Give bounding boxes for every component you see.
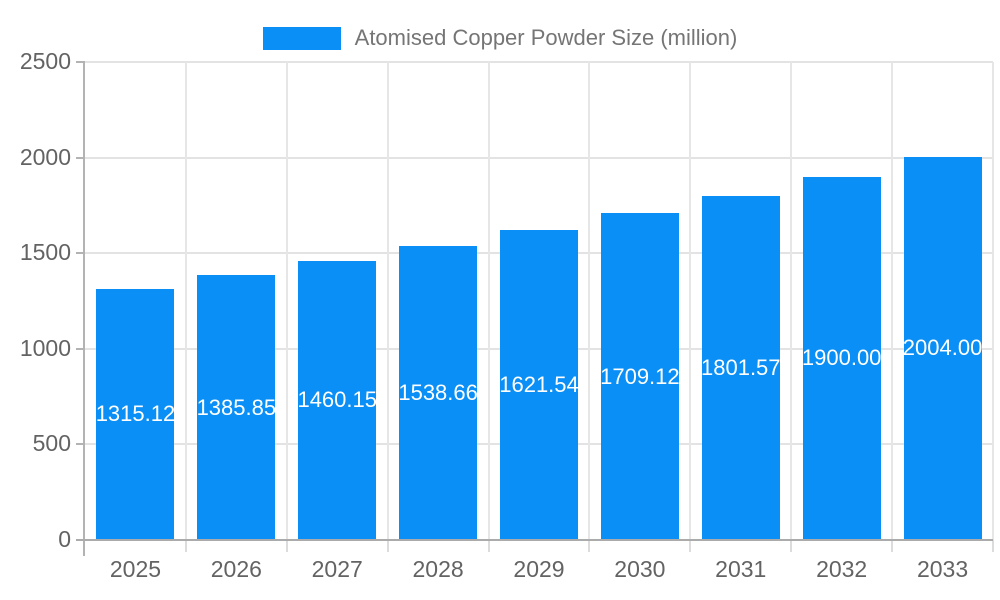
bar-2030[interactable] <box>600 213 679 540</box>
x-gridline <box>891 62 894 540</box>
y-axis-tick <box>76 252 85 255</box>
bar-2032[interactable] <box>802 176 881 540</box>
x-gridline <box>487 62 490 540</box>
x-axis-tick <box>588 540 591 552</box>
x-axis-label: 2028 <box>412 556 464 582</box>
y-axis-tick <box>76 61 85 63</box>
x-axis-tick <box>891 540 894 552</box>
bar-value-label: 1538.66 <box>398 379 478 405</box>
y-axis-label: 2500 <box>19 48 71 74</box>
y-axis-tick <box>76 156 85 159</box>
bar-value-label: 2004.00 <box>902 335 983 361</box>
x-axis-tick <box>285 540 288 552</box>
legend-swatch <box>262 26 341 50</box>
legend-label: Atomised Copper Powder Size (million) <box>354 25 738 50</box>
y-axis-label: 500 <box>32 430 71 457</box>
x-gridline <box>184 62 187 540</box>
y-axis-label: 1500 <box>19 239 71 266</box>
x-axis-tick <box>790 540 793 552</box>
x-gridline <box>285 62 288 540</box>
bar-2031[interactable] <box>701 195 780 540</box>
x-gridline <box>790 62 793 540</box>
plot-area: 0 500 1000 1500 2000 2500 1315.12 2025 1385.85 20… <box>20 48 994 582</box>
y-axis-line <box>83 62 85 556</box>
bar-value-label: 1801.57 <box>701 354 781 380</box>
y-axis-label: 0 <box>58 526 71 552</box>
bar-value-label: 1460.15 <box>297 387 377 413</box>
y-axis-label: 2000 <box>19 143 71 170</box>
bar-2027[interactable] <box>298 260 377 540</box>
x-axis-label: 2031 <box>715 556 767 582</box>
x-axis-label: 2030 <box>614 556 666 582</box>
y-gridline <box>85 61 993 63</box>
bar-value-label: 1621.54 <box>499 371 579 397</box>
x-axis-label: 2033 <box>916 556 969 582</box>
x-axis-line <box>76 539 993 541</box>
x-axis-tick <box>487 540 490 552</box>
y-axis-tick <box>76 443 85 446</box>
bar-2028[interactable] <box>399 245 478 540</box>
y-gridline <box>85 156 993 159</box>
bar-2033[interactable] <box>903 156 982 540</box>
x-axis-label: 2032 <box>816 556 868 582</box>
x-axis-label: 2027 <box>311 556 363 582</box>
y-axis-label: 1000 <box>19 334 71 361</box>
x-gridline <box>588 62 591 540</box>
bar-value-label: 1315.12 <box>95 401 176 427</box>
bar-2026[interactable] <box>197 275 276 540</box>
bar-value-label: 1900.00 <box>801 345 882 371</box>
x-gridline <box>386 62 389 540</box>
bar-2025[interactable] <box>96 288 175 540</box>
x-gridline <box>992 62 994 540</box>
x-axis-label: 2029 <box>513 556 565 582</box>
x-gridline <box>689 62 692 540</box>
bar-value-label: 1709.12 <box>600 363 680 389</box>
x-axis-tick <box>689 540 692 552</box>
x-axis-label: 2026 <box>210 556 262 582</box>
x-axis-tick <box>992 540 994 552</box>
legend[interactable]: Atomised Copper Powder Size (million) <box>0 25 1000 51</box>
bar-value-label: 1385.85 <box>196 394 277 420</box>
x-axis-label: 2025 <box>109 556 162 582</box>
y-axis-tick <box>76 347 85 350</box>
bar-2029[interactable] <box>500 229 578 540</box>
x-axis-tick <box>386 540 389 552</box>
x-axis-tick <box>184 540 187 552</box>
